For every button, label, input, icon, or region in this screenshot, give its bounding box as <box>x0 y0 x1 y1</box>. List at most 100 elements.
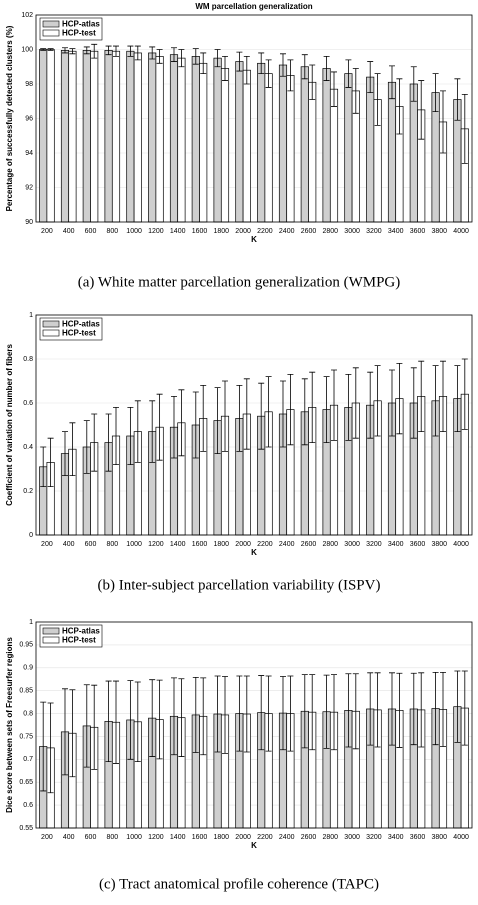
x-tick-label: 2600 <box>301 834 317 841</box>
error-bar <box>396 672 403 748</box>
y-axis-label: Coefficient of variation of number of fi… <box>5 344 14 506</box>
chart-title: WM parcellation generalization <box>195 2 312 11</box>
x-axis-label: K <box>251 235 257 244</box>
bar <box>300 66 309 223</box>
legend-label: HCP-test <box>62 29 96 38</box>
error-bar <box>200 677 207 756</box>
bar <box>90 50 99 223</box>
y-axis-label: Percentage of successfully detected clus… <box>5 25 14 211</box>
error-bar <box>83 684 90 768</box>
x-tick-label: 600 <box>85 541 97 548</box>
error-bar <box>170 677 177 756</box>
error-bar <box>323 376 330 443</box>
x-tick-label: 400 <box>63 834 75 841</box>
error-bar <box>279 676 286 751</box>
x-tick-label: 2400 <box>279 541 295 548</box>
y-tick-label: 0.7 <box>23 756 33 763</box>
bar <box>308 81 317 223</box>
error-bar <box>367 61 374 94</box>
error-bar <box>265 59 272 88</box>
error-bar <box>83 420 90 474</box>
x-axis-label: K <box>251 841 257 850</box>
bar <box>235 61 244 223</box>
error-bar <box>178 389 185 457</box>
error-bar <box>418 672 425 748</box>
error-bar <box>113 680 120 764</box>
error-bar <box>156 393 163 461</box>
x-tick-label: 2000 <box>235 834 251 841</box>
y-tick-label: 0.65 <box>19 779 33 786</box>
caption: (b) Inter-subject parcellation variabili… <box>98 577 381 593</box>
x-tick-label: 3800 <box>432 834 448 841</box>
bar <box>344 73 353 223</box>
bar <box>366 76 375 223</box>
error-bar <box>454 78 461 121</box>
bar <box>409 83 418 223</box>
error-bar <box>222 676 229 754</box>
error-bar <box>236 675 243 752</box>
x-tick-label: 3200 <box>366 228 382 235</box>
x-tick-label: 2600 <box>301 228 317 235</box>
bar <box>177 57 186 223</box>
bar <box>68 50 77 223</box>
error-bar <box>127 680 134 760</box>
x-tick-label: 2200 <box>257 228 273 235</box>
legend-swatch <box>42 329 60 337</box>
legend-swatch <box>42 29 60 37</box>
x-tick-label: 4000 <box>453 834 469 841</box>
x-tick-label: 2800 <box>323 541 339 548</box>
x-tick-label: 1200 <box>148 228 164 235</box>
error-bar <box>265 675 272 752</box>
y-tick-label: 1 <box>29 312 33 319</box>
bar <box>278 64 288 223</box>
error-bar <box>388 369 395 437</box>
error-bar <box>345 374 352 441</box>
y-tick-label: 0.55 <box>19 825 33 832</box>
bar <box>82 50 91 223</box>
legend-swatch <box>42 627 60 635</box>
caption: (a) White matter parcellation generaliza… <box>78 274 401 290</box>
error-bar <box>170 47 177 62</box>
error-bar <box>440 360 447 432</box>
x-tick-label: 600 <box>85 228 97 235</box>
error-bar <box>149 679 156 757</box>
error-bar <box>243 56 250 85</box>
x-tick-label: 200 <box>41 228 53 235</box>
y-tick-label: 96 <box>25 115 33 122</box>
x-tick-label: 3200 <box>366 541 382 548</box>
error-bar <box>178 678 185 757</box>
x-tick-label: 1000 <box>126 834 142 841</box>
error-bar <box>214 387 221 454</box>
x-tick-label: 4000 <box>453 228 469 235</box>
y-tick-label: 0.6 <box>23 802 33 809</box>
x-tick-label: 3000 <box>344 834 360 841</box>
x-tick-label: 800 <box>106 228 118 235</box>
bar <box>39 49 48 223</box>
legend-label: HCP-atlas <box>62 627 100 636</box>
error-bar <box>287 374 294 446</box>
legend-label: HCP-test <box>62 329 96 338</box>
x-tick-label: 3400 <box>388 228 404 235</box>
error-bar <box>200 52 207 75</box>
error-bar <box>127 45 134 57</box>
error-bar <box>301 674 308 749</box>
error-bar <box>105 413 112 472</box>
legend-label: HCP-test <box>62 636 96 645</box>
error-bar <box>40 446 47 487</box>
error-bar <box>40 48 47 51</box>
error-bar <box>410 367 417 439</box>
x-tick-label: 1800 <box>214 228 230 235</box>
error-bar <box>432 73 439 112</box>
error-bar <box>279 53 286 77</box>
x-tick-label: 200 <box>41 541 53 548</box>
y-tick-label: 98 <box>25 81 33 88</box>
error-bar <box>105 45 112 56</box>
legend-swatch <box>42 20 60 28</box>
error-bar <box>192 391 199 459</box>
error-bar <box>243 378 250 450</box>
error-bar <box>301 378 308 446</box>
error-bar <box>440 90 447 154</box>
y-tick-label: 94 <box>25 150 33 157</box>
error-bar <box>149 400 156 463</box>
y-tick-label: 92 <box>25 184 33 191</box>
